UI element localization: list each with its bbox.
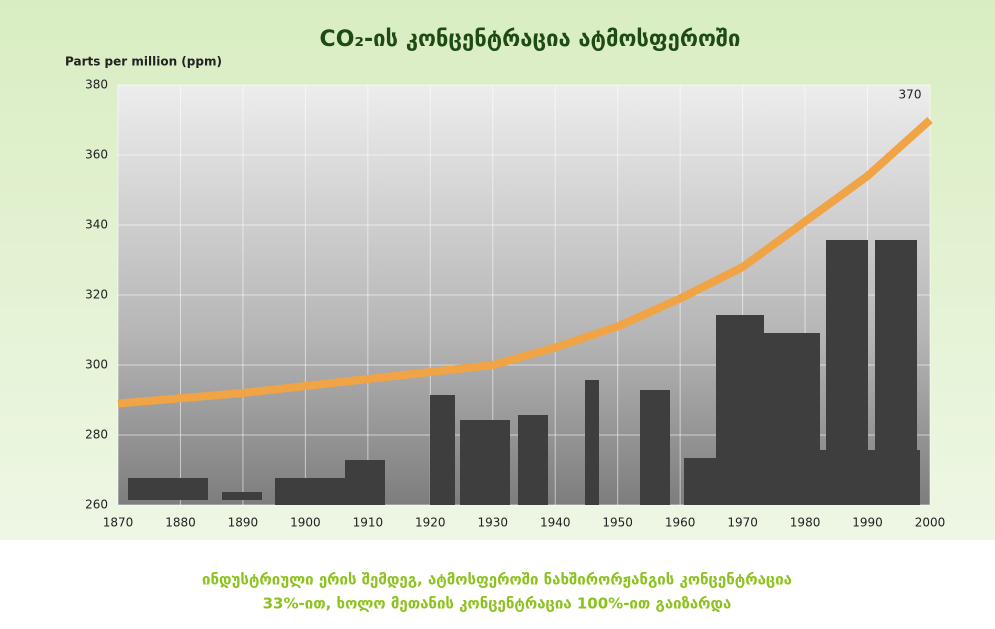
x-tick-label: 1960 [665,516,696,530]
x-tick-label: 1940 [540,516,571,530]
x-tick-label: 1870 [103,516,134,530]
y-tick-label: 280 [85,428,108,442]
x-tick-label: 1930 [477,516,508,530]
x-tick-label: 1990 [852,516,883,530]
data-label: 370 [899,88,922,102]
x-tick-label: 1890 [228,516,259,530]
x-tick-label: 2000 [915,516,946,530]
tower [640,390,670,505]
factory [345,460,385,505]
tower [430,395,455,505]
truck [128,478,208,500]
building [684,458,716,505]
x-tick-label: 1880 [165,516,196,530]
caption: 33%-ით, ხოლო მეთანის კონცენტრაცია 100%-ი… [263,595,732,613]
y-tick-label: 320 [85,288,108,302]
data-line [117,117,933,408]
building [716,315,764,505]
refinery [460,420,510,505]
x-tick-label: 1920 [415,516,446,530]
car [222,492,262,500]
skyline [128,240,920,505]
factory [275,478,345,505]
x-tick-label: 1980 [790,516,821,530]
x-tick-label: 1910 [353,516,384,530]
y-tick-label: 340 [85,218,108,232]
x-tick-label: 1970 [727,516,758,530]
x-tick-label: 1900 [290,516,321,530]
y-axis-label: Parts per million (ppm) [65,55,222,69]
y-tick-label: 300 [85,358,108,372]
building [800,450,920,505]
oil-rig [585,380,599,505]
refinery [518,415,548,505]
caption: ინდუსტრიული ერის შემდეგ, ატმოსფეროში ნახ… [202,571,792,589]
chart-title: CO₂-ის კონცენტრაცია ატმოსფეროში [320,27,741,52]
caption-background [0,540,995,625]
y-tick-label: 380 [85,78,108,92]
y-tick-label: 260 [85,498,108,512]
x-tick-label: 1950 [602,516,633,530]
y-tick-label: 360 [85,148,108,162]
